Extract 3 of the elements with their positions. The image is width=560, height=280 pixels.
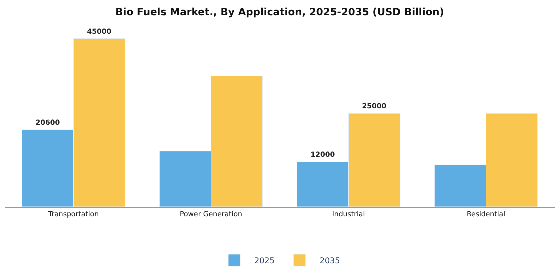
chart-title: Bio Fuels Market., By Application, 2025-2035 (USD Billion) [116,7,444,18]
legend-label: 2025 [254,256,275,266]
legend-label: 2035 [320,256,340,266]
